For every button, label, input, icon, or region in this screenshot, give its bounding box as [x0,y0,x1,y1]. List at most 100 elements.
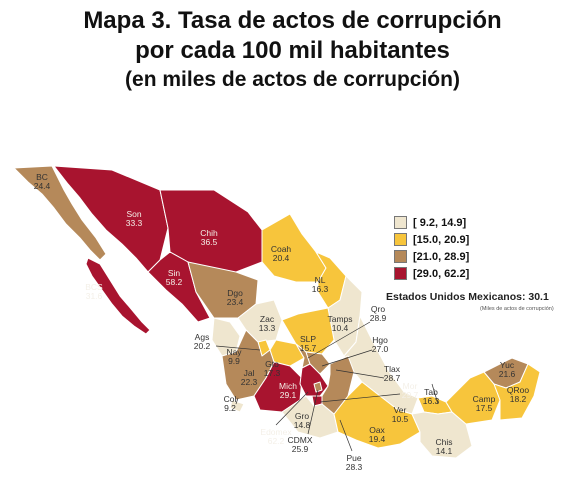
title-line-3: (en miles de actos de corrupción) [125,68,460,91]
state-region-sin [147,251,211,323]
state-region-bc [13,165,107,261]
legend-swatch [394,267,407,280]
state-value-label: 25.9 [292,444,309,454]
legend-label: [ 9.2, 14.9] [413,216,467,229]
state-value-label: 23.4 [227,297,244,307]
state-value-label: 15.7 [300,343,317,353]
state-value-label: 28.3 [346,462,363,472]
state-code-label: Qro [371,304,385,314]
state-code-label: Edomex [260,427,292,437]
leader-line [335,369,385,379]
state-code-label: Tab [424,387,438,397]
state-value-label: 27.0 [372,344,389,354]
state-value-label: 28.9 [370,313,387,323]
title-line-2: por cada 100 mil habitantes [135,37,450,64]
state-code-label: Gro [295,411,309,421]
state-code-label: Yuc [500,360,515,370]
state-code-label: Tlax [384,364,401,374]
state-code-label: Jal [244,368,255,378]
leader-line [431,383,439,405]
state-value-label: 17.3 [264,368,281,378]
state-value-label: 14.8 [294,420,311,430]
state-value-label: 19.4 [369,434,386,444]
state-code-label: Ags [195,332,210,342]
legend-label: [21.0, 28.9] [413,250,470,263]
national-total: Estados Unidos Mexicanos: 30.1 [386,291,549,303]
legend-swatch [394,250,407,263]
legend-item: [15.0, 20.9] [394,231,469,248]
state-code-label: CDMX [287,435,312,445]
leader-line [307,321,371,359]
state-region-bcs [85,257,151,335]
state-code-label: Mor [403,381,418,391]
state-value-label: 16.3 [312,284,329,294]
state-value-label: 17.5 [476,403,493,413]
state-code-label: Pue [346,453,361,463]
state-region-jal [221,329,275,401]
state-value-label: 9.2 [224,403,236,413]
leader-line [215,345,261,351]
legend-swatch [394,233,407,246]
leader-line [307,389,319,435]
title-line-1: Mapa 3. Tasa de actos de corrupción [83,7,502,34]
state-value-label: 33.3 [126,218,143,228]
leader-line [275,391,309,426]
state-value-label: 10.4 [332,323,349,333]
state-value-label: 22.3 [241,377,258,387]
state-code-label: Col [224,394,237,404]
legend-swatch [394,216,407,229]
state-code-label: Oax [369,425,385,435]
state-code-label: BC [36,172,48,182]
state-code-label: Nay [226,347,242,357]
state-code-label: Chih [200,228,218,238]
leader-line [339,419,353,452]
state-code-label: NL [315,275,326,285]
state-value-label: 21.6 [499,369,516,379]
state-value-label: 28.7 [384,373,401,383]
state-region-col [229,399,245,413]
state-value-label: 18.2 [510,394,527,404]
state-value-label: 13.3 [259,323,276,333]
state-value-label: 31.6 [86,291,103,301]
legend-item: [29.0, 62.2] [394,265,469,282]
map-title: Mapa 3. Tasa de actos de corrupción por … [0,6,585,94]
legend-label: [15.0, 20.9] [413,233,470,246]
state-value-label: 20.2 [194,341,211,351]
state-value-label: 29.1 [280,390,297,400]
state-code-label: Hgo [372,335,388,345]
state-region-cdmx [313,381,323,393]
state-value-label: 14.1 [436,446,453,456]
state-code-label: Gto [265,359,279,369]
state-code-label: Son [126,209,141,219]
state-code-label: Camp [473,394,496,404]
state-value-label: 16.3 [423,396,440,406]
state-code-label: QRoo [507,385,529,395]
state-code-label: Zac [260,314,275,324]
national-note: (Miles de actos de corrupción) [480,306,554,312]
state-code-label: BCS [85,282,103,292]
leader-line [319,393,401,403]
state-value-label: 62.2 [268,436,285,446]
state-code-label: Chis [435,437,452,447]
state-value-label: 58.2 [166,277,183,287]
leader-line [321,349,373,367]
state-code-label: Coah [271,244,292,254]
state-value-label: 20.4 [273,253,290,263]
state-code-label: Tamps [327,314,352,324]
legend-label: [29.0, 62.2] [413,267,470,280]
legend-item: [21.0, 28.9] [394,248,469,265]
state-code-label: Ver [394,405,407,415]
map-legend: [ 9.2, 14.9] [15.0, 20.9] [21.0, 28.9] [29.… [394,214,469,282]
leader-line [235,397,239,405]
state-value-label: 10.5 [392,414,409,424]
state-region-chis [411,411,473,459]
state-value-label: 9.9 [228,356,240,366]
state-region-qroo [493,363,541,421]
state-code-label: SLP [300,334,316,344]
legend-item: [ 9.2, 14.9] [394,214,469,231]
state-region-pue [321,355,355,415]
state-value-label: 36.5 [201,237,218,247]
state-code-label: Sin [168,268,181,278]
state-code-label: Dgo [227,288,243,298]
